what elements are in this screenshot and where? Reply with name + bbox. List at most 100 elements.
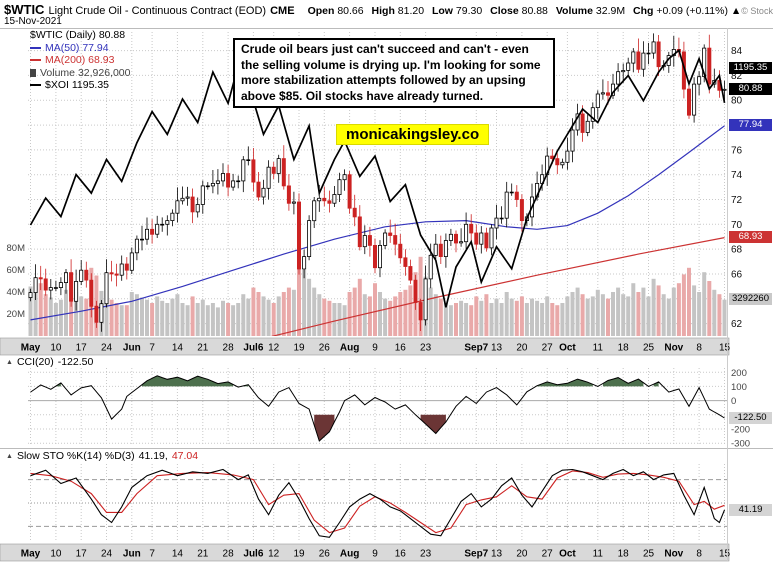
high-label: High	[371, 5, 395, 17]
open-value: 80.66	[337, 5, 364, 17]
exchange-label: CME	[270, 5, 295, 17]
svg-text:19: 19	[293, 549, 305, 560]
svg-text:200: 200	[731, 368, 747, 379]
svg-text:-200: -200	[731, 425, 750, 436]
svg-text:27: 27	[542, 549, 554, 560]
svg-text:40M: 40M	[7, 287, 26, 298]
svg-text:24: 24	[101, 343, 113, 354]
svg-text:80M: 80M	[7, 243, 26, 254]
svg-text:82: 82	[731, 71, 743, 82]
close-value: 80.88	[521, 5, 548, 17]
sto-d-value: 47.04	[171, 450, 199, 462]
svg-text:11: 11	[593, 549, 604, 560]
svg-text:27: 27	[542, 343, 554, 354]
svg-text:Oct: Oct	[559, 343, 576, 354]
symbol-label: $WTIC	[4, 2, 45, 17]
candlesticks	[28, 33, 727, 332]
svg-text:24: 24	[101, 549, 113, 560]
svg-text:14: 14	[172, 549, 184, 560]
svg-text:16: 16	[395, 343, 407, 354]
ma50-line	[30, 125, 725, 321]
sto-panel-label: ▲ Slow STO %K(14) %D(3) 41.19, 47.04	[3, 450, 202, 462]
ma50-value-label: 77.94	[729, 119, 772, 131]
svg-text:Jul6: Jul6	[243, 343, 263, 354]
chart-title: Light Crude Oil - Continuous Contract (E…	[48, 5, 267, 17]
svg-text:7: 7	[149, 343, 155, 354]
ma200-line-icon	[30, 59, 41, 62]
svg-text:25: 25	[643, 549, 655, 560]
svg-text:80: 80	[731, 96, 743, 107]
volume-value: 32.9M	[595, 5, 626, 17]
svg-text:19: 19	[293, 343, 305, 354]
svg-text:20: 20	[516, 343, 528, 354]
svg-text:28: 28	[223, 549, 235, 560]
svg-text:Jun: Jun	[123, 549, 141, 560]
svg-text:12: 12	[268, 549, 280, 560]
cci-current-value: -122.50	[57, 356, 94, 368]
svg-text:9: 9	[372, 549, 378, 560]
sto-name: Slow STO %K(14) %D(3)	[16, 450, 135, 462]
date-axis-strip	[0, 337, 730, 356]
sto-k-value: 41.19,	[138, 450, 168, 462]
low-label: Low	[431, 5, 453, 17]
ma50-line-icon	[30, 46, 41, 49]
legend-item-xoi: $XOI 1195.35	[30, 79, 131, 92]
svg-text:20: 20	[516, 549, 528, 560]
legend-item-ma50: MA(50) 77.94	[30, 42, 131, 55]
cci-value-label: -122.50	[729, 412, 772, 424]
svg-text:Aug: Aug	[340, 549, 359, 560]
svg-text:Sep7: Sep7	[464, 549, 488, 560]
svg-text:17: 17	[76, 549, 88, 560]
svg-text:0: 0	[731, 396, 736, 407]
svg-text:Oct: Oct	[559, 549, 576, 560]
open-label: Open	[307, 5, 335, 17]
chart-header: $WTIC Light Crude Oil - Continuous Contr…	[4, 2, 773, 17]
svg-text:20M: 20M	[7, 309, 26, 320]
svg-text:May: May	[21, 549, 41, 560]
high-value: 81.20	[397, 5, 425, 17]
date-axis-strip	[0, 543, 730, 562]
svg-text:13: 13	[491, 549, 503, 560]
change-up-icon: ▲	[730, 5, 742, 17]
svg-text:23: 23	[420, 343, 432, 354]
triangle-icon: ▲	[6, 452, 13, 460]
close-label: Close	[490, 5, 519, 17]
svg-text:May: May	[21, 343, 41, 354]
svg-text:Jun: Jun	[123, 343, 141, 354]
change-label: Chg	[633, 5, 654, 17]
svg-text:Sep7: Sep7	[464, 343, 488, 354]
svg-text:66: 66	[731, 270, 743, 281]
svg-text:26: 26	[319, 549, 331, 560]
svg-text:18: 18	[618, 343, 630, 354]
svg-text:15: 15	[719, 343, 731, 354]
legend-ma200-label: MA(200) 68.93	[45, 54, 115, 67]
svg-text:8: 8	[696, 343, 702, 354]
svg-text:100: 100	[731, 382, 747, 393]
svg-text:26: 26	[319, 343, 331, 354]
svg-text:15: 15	[719, 549, 731, 560]
svg-text:72: 72	[731, 195, 743, 206]
chart-date: 15-Nov-2021	[4, 16, 62, 27]
xoi-line-icon	[30, 84, 41, 87]
svg-text:25: 25	[643, 343, 655, 354]
svg-text:62: 62	[731, 319, 743, 330]
watermark-label: monicakingsley.co	[336, 124, 490, 145]
cci-line	[30, 375, 725, 442]
sto-value-label: 41.19	[729, 504, 772, 516]
volume-block-icon	[30, 68, 36, 77]
svg-text:10: 10	[50, 549, 62, 560]
quote-summary: Open 80.66 High 81.20 Low 79.30 Close 80…	[303, 5, 742, 17]
svg-text:16: 16	[395, 549, 407, 560]
volume-label: Volume	[555, 5, 593, 17]
legend-item-main: $WTIC (Daily) 80.88	[30, 29, 131, 42]
ma200-value-label: 68.93	[729, 231, 772, 243]
svg-text:12: 12	[268, 343, 280, 354]
svg-text:84: 84	[731, 46, 743, 57]
svg-text:Aug: Aug	[340, 343, 359, 354]
cci-panel-label: ▲ CCI(20) -122.50	[3, 356, 97, 368]
svg-text:17: 17	[76, 343, 88, 354]
volume-value-label: 3292260	[729, 293, 772, 305]
svg-text:Nov: Nov	[664, 549, 683, 560]
legend-ma50-label: MA(50) 77.94	[45, 41, 109, 54]
svg-text:68: 68	[731, 245, 743, 256]
